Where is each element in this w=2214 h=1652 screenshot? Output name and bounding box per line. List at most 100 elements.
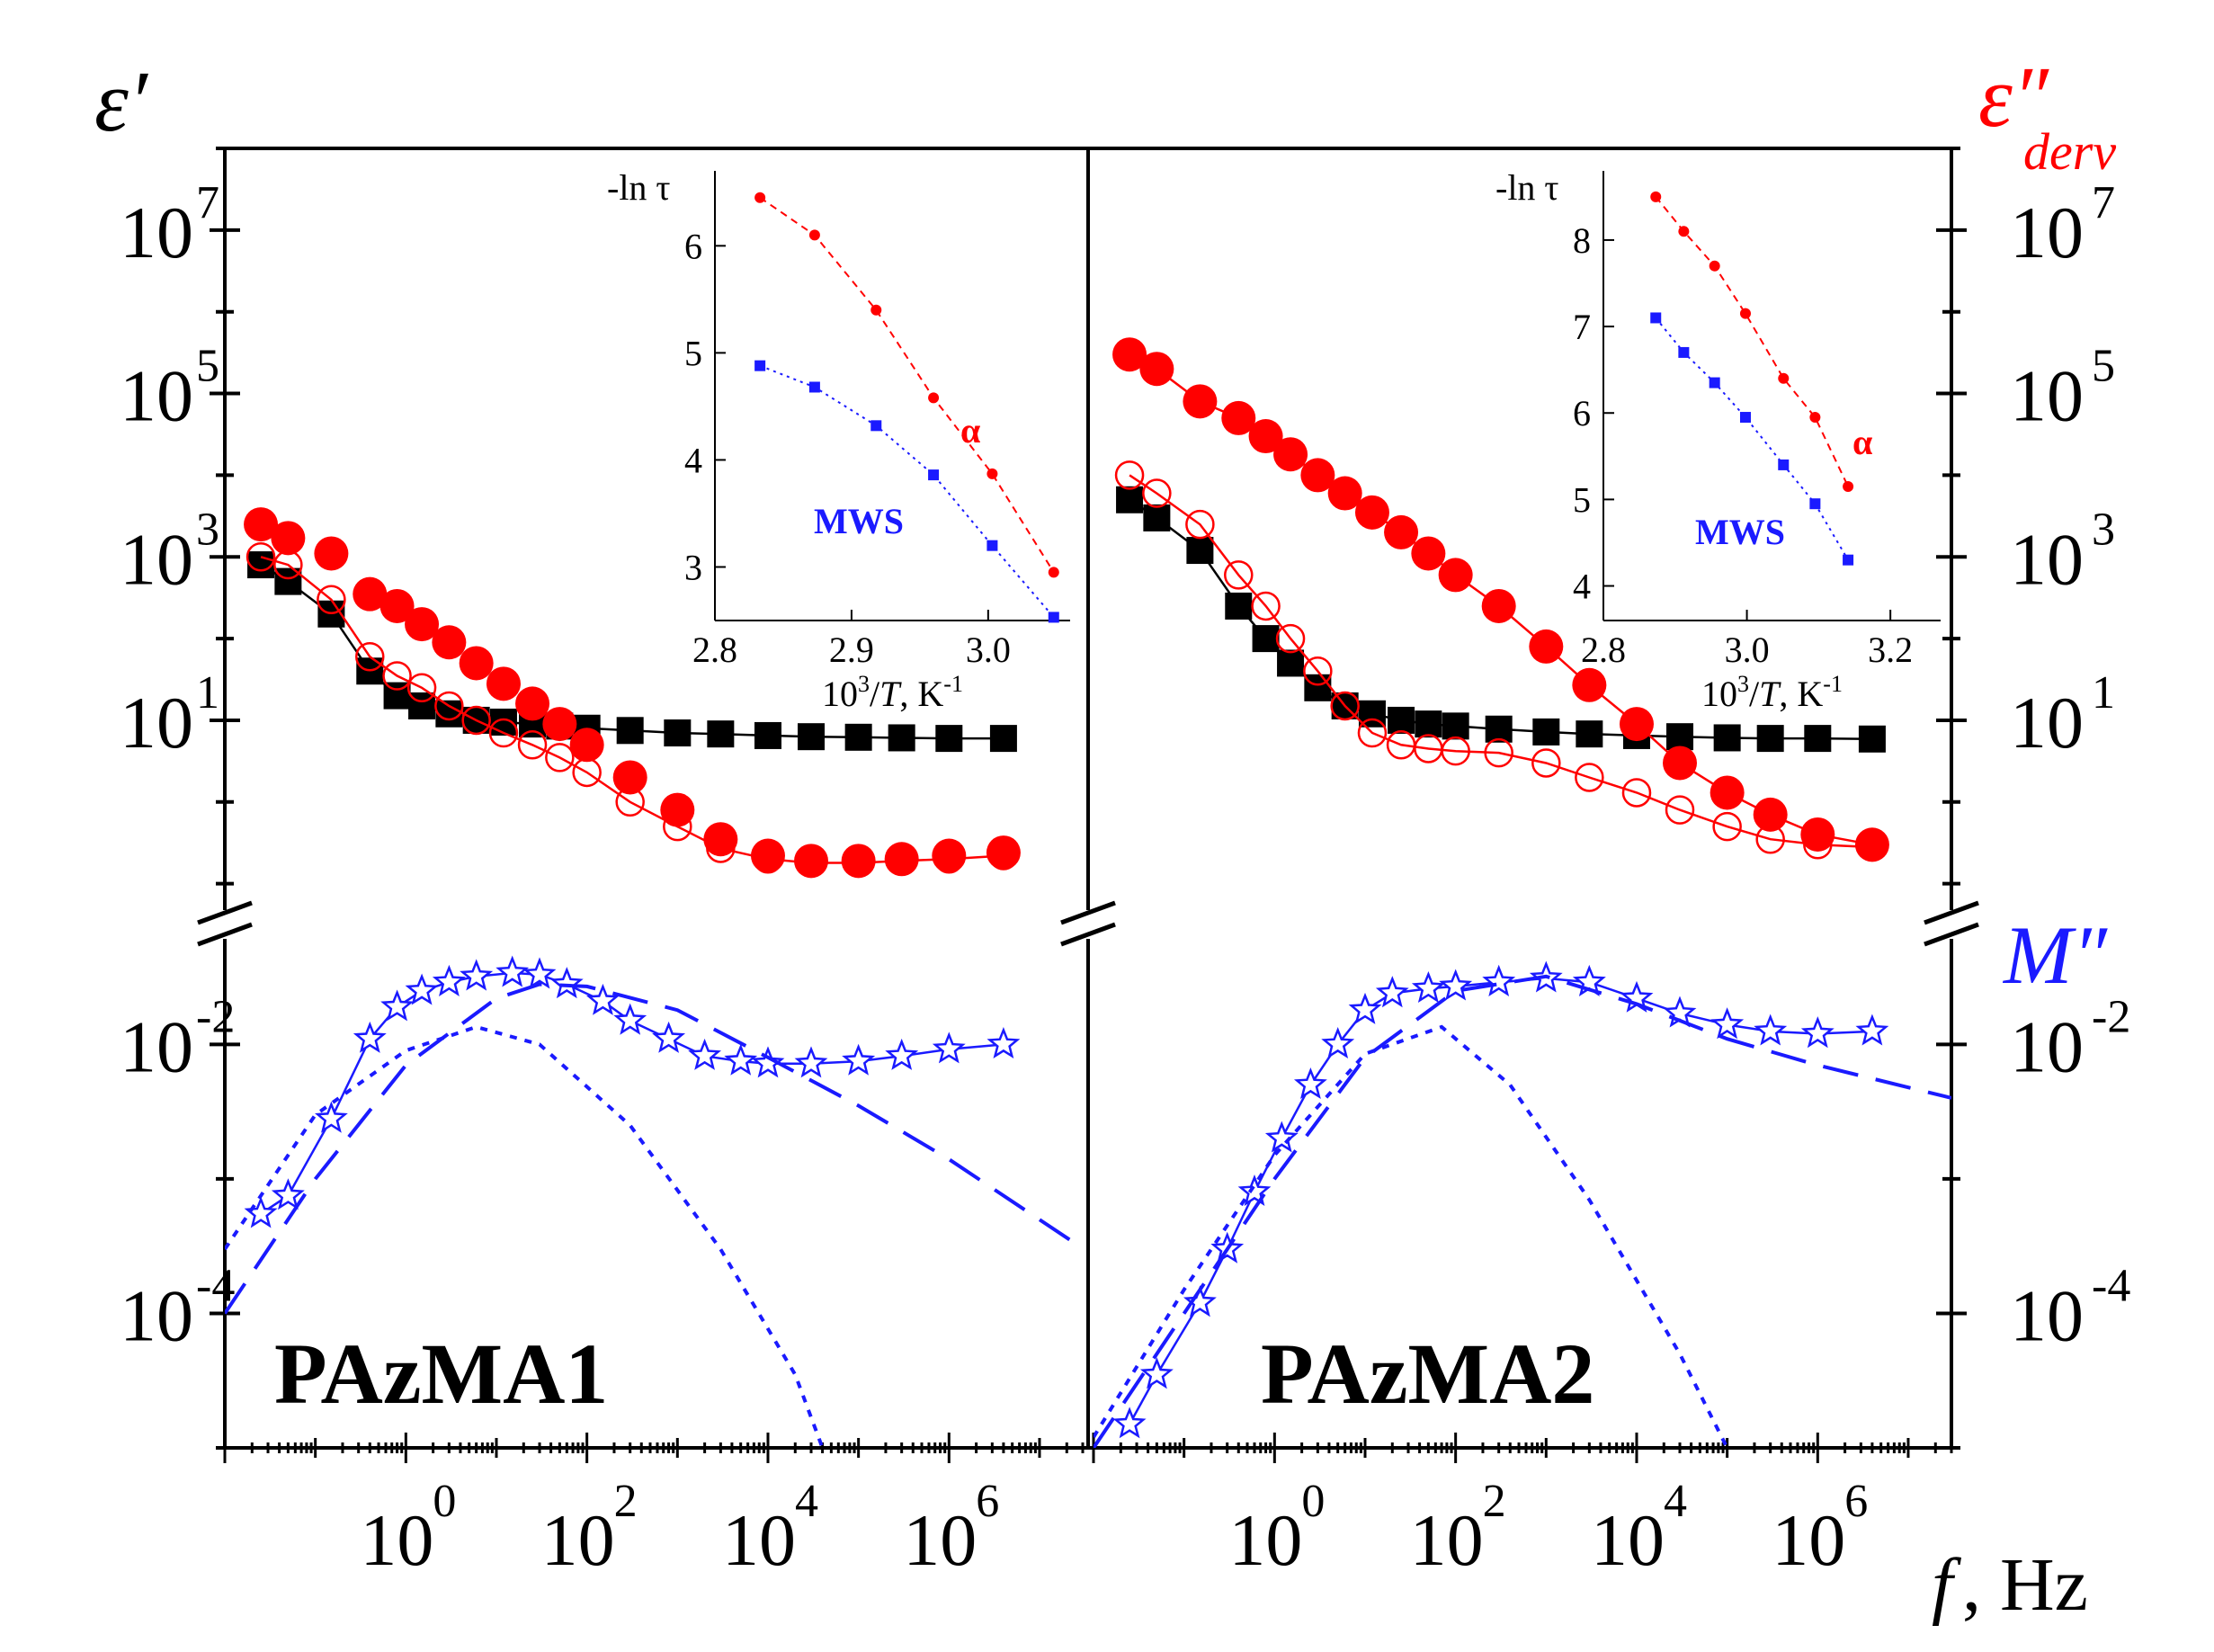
data-point-star xyxy=(353,1021,387,1053)
series--derv xyxy=(1112,337,1889,862)
data-point-star xyxy=(549,967,584,999)
data-point-open-circle xyxy=(1330,691,1360,721)
data-point-open-circle xyxy=(1441,736,1470,766)
inset-point-circle xyxy=(1678,226,1690,237)
data-point-star xyxy=(495,955,530,987)
panel-label-pazma2: PAzMA2 xyxy=(1261,1326,1594,1422)
y-tick-label-right: 10 xyxy=(2010,682,2084,763)
data-point-open-circle xyxy=(1621,778,1652,808)
data-point-star xyxy=(1348,992,1382,1024)
data-point-open-circle xyxy=(434,691,464,721)
inset-x-tick-label: 2.8 xyxy=(692,630,737,670)
data-point-open-circle xyxy=(1357,718,1388,748)
inset-point-square xyxy=(1048,612,1059,623)
inset-y-tick-label: 4 xyxy=(1573,567,1591,607)
data-point-open-circle xyxy=(545,743,575,772)
series-m-fit-short-dash xyxy=(1094,1024,1729,1448)
inset-y-tick-label: 6 xyxy=(684,226,702,266)
inset-label-mws: MWS xyxy=(1695,512,1785,552)
data-point-open-circle xyxy=(1712,811,1742,842)
data-point-star xyxy=(405,973,439,1005)
y-tick-label-right: 10 xyxy=(2010,355,2084,437)
data-point-filled-circle xyxy=(1273,437,1308,472)
data-point-filled-circle xyxy=(353,576,388,612)
data-point-square xyxy=(1415,710,1442,738)
inset-point-square xyxy=(986,540,998,551)
inset-y-tick-label: 3 xyxy=(684,547,702,587)
data-point-square xyxy=(798,723,826,751)
x-tick-label: 10 xyxy=(903,1499,977,1581)
data-point-filled-circle xyxy=(1183,384,1218,419)
inset-y-tick-label: 8 xyxy=(1573,220,1591,261)
inset-series-line xyxy=(1655,196,1850,487)
inset-label-mws: MWS xyxy=(814,501,904,541)
data-point-filled-circle xyxy=(1112,337,1147,372)
data-point-star xyxy=(1264,1121,1299,1153)
y-tick-label-right-exp: 5 xyxy=(2092,341,2115,392)
data-point-open-circle xyxy=(1303,656,1333,686)
inset-series-line xyxy=(759,196,1055,573)
inset-y-tick-label: 5 xyxy=(684,333,702,373)
series-m- xyxy=(1112,960,1889,1439)
inset-series-line xyxy=(759,364,1055,619)
data-point-filled-circle xyxy=(1800,817,1835,852)
inset-point-circle xyxy=(1778,372,1790,384)
insets: 2.8 2.9 3.0 3 4 5 6 -ln τ 103/T, K-1 α MWS 2.8 3.0 3.… xyxy=(607,167,1941,714)
inset-point-circle xyxy=(808,229,820,241)
data-point-square xyxy=(1666,723,1694,751)
data-point-filled-circle xyxy=(1327,476,1362,511)
inset-y-tick-label: 7 xyxy=(1573,307,1591,347)
data-point-filled-circle xyxy=(1438,558,1473,593)
data-point-filled-circle xyxy=(515,686,550,721)
data-point-square xyxy=(435,700,463,728)
y-tick-label-left: 10 xyxy=(120,1274,193,1356)
data-point-open-circle xyxy=(517,730,548,760)
inset-point-circle xyxy=(1739,308,1751,319)
data-point-filled-circle xyxy=(314,536,349,571)
data-point-open-circle xyxy=(1531,748,1561,778)
data-point-open-circle xyxy=(1665,795,1695,825)
inset-point-circle xyxy=(1843,480,1854,492)
data-point-square xyxy=(1225,592,1253,620)
data-point-star xyxy=(688,1038,722,1070)
inset-y-tick-label: 4 xyxy=(684,440,702,480)
inset-2: 2.8 3.0 3.2 4 5 6 7 8 -ln τ 103/T, K-1 α MWS xyxy=(1495,167,1941,714)
inset-point-square xyxy=(1678,346,1690,358)
inset-point-circle xyxy=(928,392,940,404)
data-point-open-circle xyxy=(317,585,346,615)
x-tick-label: 10 xyxy=(1772,1499,1845,1581)
data-point-square xyxy=(1116,486,1144,513)
inset-point-circle xyxy=(1048,567,1059,578)
y-tick-label-left-exp: 3 xyxy=(196,504,219,555)
y-tick-label-left: 10 xyxy=(120,682,193,763)
data-point-star xyxy=(1482,964,1516,996)
data-point-star xyxy=(1855,1014,1889,1046)
x-tick-label-exp: 0 xyxy=(433,1476,456,1527)
data-point-open-circle xyxy=(1185,509,1215,540)
x-tick-label-exp: 4 xyxy=(795,1476,818,1527)
data-point-filled-circle xyxy=(1354,495,1389,530)
data-point-star xyxy=(1183,1285,1217,1317)
data-point-square xyxy=(935,725,963,753)
series-line xyxy=(225,982,1077,1315)
right-bottom-axis-title: M″ xyxy=(2002,909,2109,1001)
inset-point-square xyxy=(808,381,820,393)
data-point-star xyxy=(1237,1174,1272,1207)
inset-point-square xyxy=(1809,498,1821,510)
inset-point-square xyxy=(1650,312,1662,324)
left-axis-title: ε′ xyxy=(94,53,149,149)
data-point-filled-circle xyxy=(1663,746,1698,781)
data-point-star xyxy=(652,1021,686,1053)
inset-x-tick-label: 3.0 xyxy=(966,630,1011,670)
axis-break-mark xyxy=(197,922,253,947)
y-tick-label-left: 10 xyxy=(120,1005,193,1087)
data-point-open-circle xyxy=(1114,460,1145,490)
data-point-filled-circle xyxy=(1529,629,1564,664)
data-point-square xyxy=(1485,715,1513,743)
data-point-square xyxy=(1186,537,1214,565)
inset-point-circle xyxy=(1650,191,1662,202)
y-tick-label-right-exp: 3 xyxy=(2092,504,2115,555)
data-point-star xyxy=(1710,1007,1745,1040)
data-point-square xyxy=(1442,712,1469,740)
data-point-open-circle xyxy=(461,705,491,736)
